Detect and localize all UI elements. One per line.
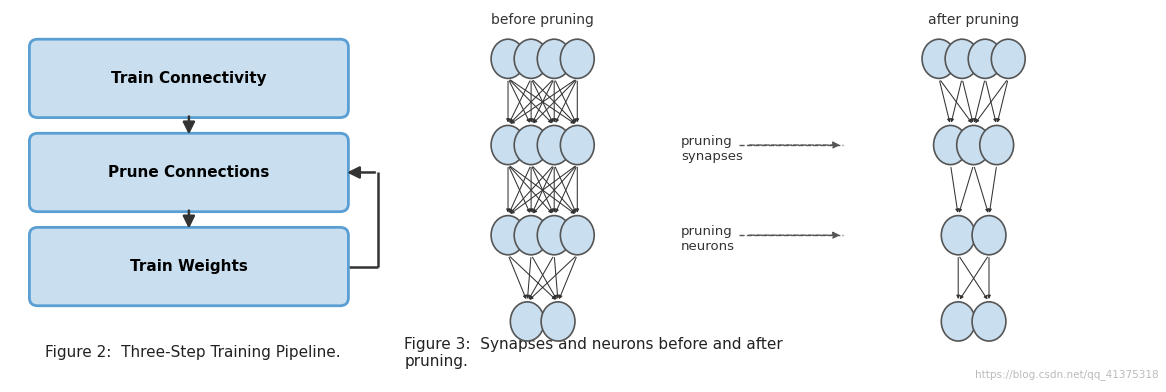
FancyBboxPatch shape (29, 39, 349, 118)
FancyBboxPatch shape (29, 133, 349, 212)
Ellipse shape (561, 125, 595, 165)
Ellipse shape (956, 125, 991, 165)
Ellipse shape (946, 39, 979, 78)
Ellipse shape (941, 216, 975, 255)
Text: Figure 3:  Synapses and neurons before and after
pruning.: Figure 3: Synapses and neurons before an… (405, 337, 782, 369)
Text: before pruning: before pruning (491, 13, 595, 27)
Text: after pruning: after pruning (928, 13, 1019, 27)
Text: pruning
synapses: pruning synapses (681, 135, 743, 163)
Text: Train Weights: Train Weights (129, 259, 248, 274)
Text: Train Connectivity: Train Connectivity (111, 71, 267, 86)
Ellipse shape (979, 125, 1013, 165)
Ellipse shape (561, 216, 595, 255)
Ellipse shape (541, 302, 575, 341)
Ellipse shape (941, 302, 975, 341)
Ellipse shape (491, 125, 525, 165)
Ellipse shape (934, 125, 968, 165)
Ellipse shape (538, 216, 571, 255)
Ellipse shape (514, 125, 548, 165)
Ellipse shape (511, 302, 545, 341)
Ellipse shape (538, 39, 571, 78)
Ellipse shape (972, 302, 1006, 341)
Text: https://blog.csdn.net/qq_41375318: https://blog.csdn.net/qq_41375318 (975, 369, 1158, 380)
Text: pruning
neurons: pruning neurons (681, 225, 736, 253)
Text: Prune Connections: Prune Connections (108, 165, 269, 180)
Ellipse shape (972, 216, 1006, 255)
Ellipse shape (968, 39, 1002, 78)
Text: Figure 2:  Three-Step Training Pipeline.: Figure 2: Three-Step Training Pipeline. (45, 345, 340, 360)
Ellipse shape (538, 125, 571, 165)
Ellipse shape (922, 39, 956, 78)
Ellipse shape (491, 216, 525, 255)
Ellipse shape (491, 39, 525, 78)
Ellipse shape (514, 39, 548, 78)
Ellipse shape (991, 39, 1025, 78)
Ellipse shape (514, 216, 548, 255)
Ellipse shape (561, 39, 595, 78)
FancyBboxPatch shape (29, 227, 349, 306)
